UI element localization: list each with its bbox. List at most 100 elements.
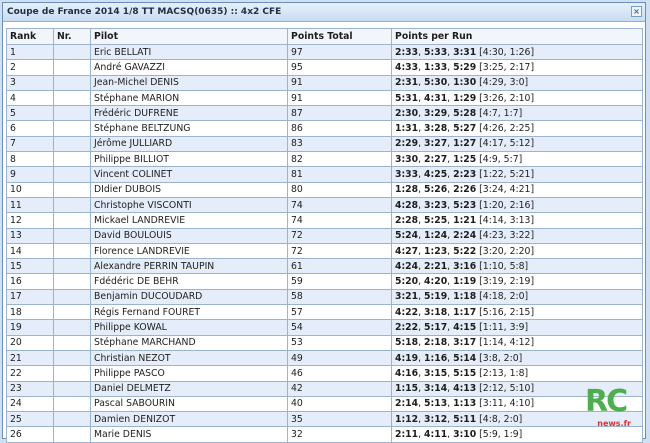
table-row[interactable]: 15 Alexandre PERRIN TAUPIN 61 4:24, 2:21, 3… [6, 258, 643, 275]
cell-points-per-run: 2:33, 5:33, 3:31 [4:30, 1:26] [391, 43, 643, 61]
table-row[interactable]: 9 Vincent COLINET 81 3:33, 4:25, 2:23 [1:22… [6, 166, 643, 183]
table-row[interactable]: 19 Philippe KOWAL 54 2:22, 5:17, 4:15 [1:11… [6, 319, 643, 336]
table-header-row: Rank Nr. Pilot Points Total Points per R… [6, 28, 643, 45]
table-row[interactable]: 18 Régis Fernand FOURET 57 4:22, 3:18, 1:17… [6, 304, 643, 321]
run-score: 1:29 [453, 92, 477, 104]
run-score: 1:17 [453, 306, 477, 318]
run-separator: , [418, 184, 425, 196]
table-row[interactable]: 13 David BOULOUIS 72 5:24, 1:24, 2:24 [4:23… [6, 227, 643, 244]
cell-rank: 3 [6, 74, 54, 91]
table-row[interactable]: 20 Stéphane MARCHAND 53 5:18, 2:18, 3:17 [1… [6, 334, 643, 351]
run-score: 2:18 [424, 337, 448, 349]
cell-points-total: 97 [287, 43, 392, 61]
run-separator: , [447, 153, 454, 165]
run-separator: , [418, 214, 425, 226]
table-row[interactable]: 21 Christian NEZOT 49 4:19, 1:16, 5:14 [3:8… [6, 349, 643, 367]
table-row[interactable]: 16 Fdédéric DE BEHR 59 5:20, 4:20, 1:19 [3:… [6, 273, 643, 290]
cell-nr [53, 365, 91, 382]
cell-points-per-run: 4:16, 3:15, 5:15 [2:13, 1:8] [391, 365, 643, 382]
cell-pilot: DIdier DUBOIS [90, 181, 288, 198]
run-separator: [3:25, 2:17] [476, 61, 535, 73]
run-separator: , [447, 321, 454, 333]
cell-pilot: Benjamin DUCOUDARD [90, 288, 288, 306]
header-pilot[interactable]: Pilot [90, 28, 288, 45]
cell-rank: 8 [6, 151, 54, 168]
cell-nr [53, 349, 91, 367]
table-row[interactable]: 14 Florence LANDREVIE 72 4:27, 1:23, 5:22 [… [6, 242, 643, 260]
run-score: 3:21 [395, 291, 419, 303]
cell-points-per-run: 4:33, 1:33, 5:29 [3:25, 2:17] [391, 59, 643, 76]
cell-nr [53, 166, 91, 183]
run-score: 4:25 [424, 169, 448, 181]
cell-points-per-run: 1:15, 3:14, 4:13 [2:12, 5:10] [391, 380, 643, 397]
run-score: 5:20 [395, 276, 419, 288]
run-separator: [3:11, 4:10] [476, 398, 535, 410]
table-row[interactable]: 8 Philippe BILLIOT 82 3:30, 2:27, 1:25 [4:9… [6, 151, 643, 168]
cell-points-total: 49 [287, 349, 392, 367]
table-row[interactable]: 3 Jean-Michel DENIS 91 2:31, 5:30, 1:30 [4:… [6, 74, 643, 91]
run-separator: , [447, 291, 454, 303]
table-row[interactable]: 6 Stéphane BELTZUNG 86 1:31, 3:28, 5:27 [4:… [6, 120, 643, 137]
run-separator: , [418, 321, 425, 333]
run-score: 5:22 [453, 245, 477, 257]
table-row[interactable]: 25 Damien DENIZOT 35 1:12, 3:12, 5:11 [4:8,… [6, 411, 643, 428]
table-row[interactable]: 22 Philippe PASCO 46 4:16, 3:15, 5:15 [2:13… [6, 365, 643, 382]
run-separator: , [418, 306, 425, 318]
cell-pilot: Stéphane MARION [90, 89, 288, 107]
run-separator: , [447, 123, 454, 135]
table-row[interactable]: 4 Stéphane MARION 91 5:31, 4:31, 1:29 [3:26… [6, 89, 643, 107]
cell-nr [53, 227, 91, 244]
run-separator: , [447, 260, 454, 272]
cell-nr [53, 74, 91, 91]
table-row[interactable]: 26 Marie DENIS 32 2:11, 4:11, 3:10 [5:9, 1:… [6, 426, 643, 443]
run-separator: [3:8, 2:0] [476, 352, 523, 364]
run-score: 5:30 [424, 77, 448, 89]
run-score: 1:18 [453, 291, 477, 303]
table-row[interactable]: 2 André GAVAZZI 95 4:33, 1:33, 5:29 [3:25, … [6, 59, 643, 76]
cell-points-total: 91 [287, 74, 392, 91]
run-separator: [4:26, 2:25] [476, 123, 535, 135]
cell-nr [53, 105, 91, 122]
run-separator: [3:19, 2:19] [476, 276, 535, 288]
cell-pilot: Mickael LANDREVIE [90, 212, 288, 229]
run-separator: [3:24, 4:21] [476, 184, 535, 196]
close-icon[interactable]: × [631, 6, 642, 17]
table-row[interactable]: 5 Frédéric DUFRENE 87 2:30, 3:29, 5:28 [4:7… [6, 105, 643, 122]
table-row[interactable]: 24 Pascal SABOURIN 40 2:14, 5:13, 1:13 [3:1… [6, 395, 643, 413]
run-score: 1:25 [453, 153, 477, 165]
run-score: 5:29 [453, 61, 477, 73]
table-row[interactable]: 1 Eric BELLATI 97 2:33, 5:33, 3:31 [4:30, 1… [6, 43, 643, 61]
header-rank[interactable]: Rank [6, 28, 54, 45]
run-score: 5:18 [395, 337, 419, 349]
run-separator: , [447, 367, 454, 379]
run-separator: [2:13, 1:8] [476, 367, 529, 379]
table-row[interactable]: 11 Christophe VISCONTI 74 4:28, 3:23, 5:23 … [6, 196, 643, 214]
run-separator: , [447, 230, 454, 242]
run-separator: , [447, 337, 454, 349]
run-separator: , [418, 367, 425, 379]
run-score: 4:33 [395, 61, 419, 73]
table-row[interactable]: 23 Daniel DELMETZ 42 1:15, 3:14, 4:13 [2:12… [6, 380, 643, 397]
run-score: 5:23 [453, 199, 477, 211]
table-row[interactable]: 12 Mickael LANDREVIE 74 2:28, 5:25, 1:21 [4… [6, 212, 643, 229]
run-score: 2:11 [395, 429, 419, 441]
table-row[interactable]: 17 Benjamin DUCOUDARD 58 3:21, 5:19, 1:18 [… [6, 288, 643, 306]
header-points-per-run[interactable]: Points per Run [391, 28, 643, 45]
table-row[interactable]: 10 DIdier DUBOIS 80 1:28, 5:26, 2:26 [3:24,… [6, 181, 643, 198]
header-nr[interactable]: Nr. [53, 28, 91, 45]
run-score: 5:14 [453, 352, 477, 364]
cell-rank: 17 [6, 288, 54, 306]
run-separator: [1:11, 3:9] [476, 321, 529, 333]
run-separator: [1:10, 5:8] [476, 260, 529, 272]
run-separator: [4:23, 3:22] [476, 230, 535, 242]
cell-points-total: 40 [287, 395, 392, 413]
run-separator: [4:8, 2:0] [476, 413, 523, 425]
run-score: 3:16 [453, 260, 477, 272]
cell-points-per-run: 4:22, 3:18, 1:17 [5:16, 2:15] [391, 304, 643, 321]
header-points-total[interactable]: Points Total [287, 28, 392, 45]
table-row[interactable]: 7 Jérôme JULLIARD 83 2:29, 3:27, 1:27 [4:17… [6, 135, 643, 153]
run-separator: , [447, 46, 454, 58]
cell-points-per-run: 2:31, 5:30, 1:30 [4:29, 3:0] [391, 74, 643, 91]
run-separator: , [418, 398, 425, 410]
cell-nr [53, 120, 91, 137]
